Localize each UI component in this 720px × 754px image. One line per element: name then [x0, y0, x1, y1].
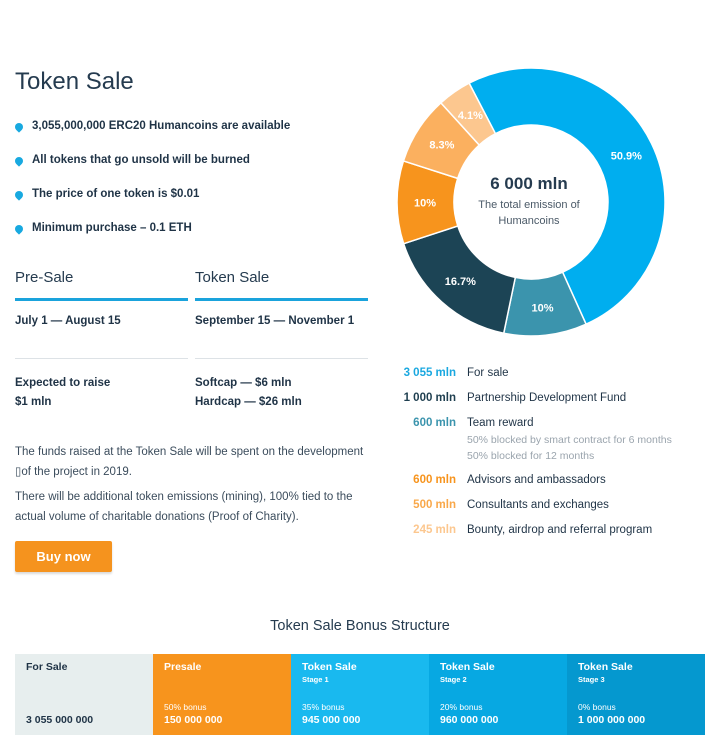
- legend-label: Team reward: [467, 417, 534, 429]
- bonus-cell-amount: 1 000 000 000: [578, 714, 646, 726]
- legend-item: 245 mln Bounty, airdrop and referral prog…: [396, 522, 716, 547]
- chart-center-value: 6 000 mln: [490, 174, 568, 193]
- bonus-structure-title: Token Sale Bonus Structure: [270, 618, 450, 634]
- bonus-cell: Token Sale Stage 3 0% bonus 1 000 000 000: [567, 654, 705, 735]
- chart-center-caption: The total emission of Humancoins: [478, 199, 580, 227]
- bonus-cell-percent: 20% bonus: [440, 702, 483, 712]
- emission-paragraph: There will be additional token emissions…: [15, 491, 353, 523]
- legend-value: 600 mln: [413, 474, 456, 486]
- buy-now-button[interactable]: Buy now: [15, 541, 112, 572]
- divider: [15, 358, 188, 359]
- legend-item: 600 mln Advisors and ambassadors: [396, 472, 716, 497]
- presale-raise: Expected to raise $1 mln: [15, 377, 111, 408]
- bonus-cell-amount: 150 000 000: [164, 714, 223, 726]
- legend-label: Advisors and ambassadors: [467, 474, 606, 486]
- slice-label: 10%: [414, 197, 436, 209]
- legend-note: 50% blocked by smart contract for 6 mont…: [467, 434, 672, 446]
- bonus-cell-amount: 945 000 000: [302, 714, 361, 726]
- chart-legend: 3 055 mln For sale 1 000 mln Partnership De…: [396, 365, 716, 547]
- bonus-cell-percent: 35% bonus: [302, 702, 345, 712]
- presale-dates: July 1 — August 15: [15, 315, 121, 327]
- list-item: 3,055,000,000 ERC20 Humancoins are avail…: [13, 116, 365, 150]
- legend-value: 245 mln: [413, 524, 456, 536]
- legend-item: 3 055 mln For sale: [396, 365, 716, 390]
- bonus-cell-name: Token Sale: [440, 661, 495, 673]
- bonus-cell-amount: 960 000 000: [440, 714, 499, 726]
- page-title: Token Sale: [15, 68, 134, 95]
- legend-label: For sale: [467, 367, 509, 379]
- presale-column: Pre-Sale July 1 — August 15 Expected to …: [15, 269, 188, 412]
- emission-donut-chart: 50.9% 10% 16.7% 10% 8.3% 4.1%: [396, 67, 666, 337]
- slice-label: 4.1%: [458, 110, 483, 122]
- bonus-cell-name: Presale: [164, 661, 202, 673]
- list-item: The price of one token is $0.01: [13, 184, 365, 218]
- donut-hole: [454, 125, 608, 279]
- bonus-cell: Token Sale Stage 2 20% bonus 960 000 000: [429, 654, 567, 735]
- legend-item: 1 000 mln Partnership Development Fund: [396, 390, 716, 415]
- bonus-cell-name: For Sale: [26, 661, 68, 673]
- bullet-icon: [13, 189, 25, 201]
- bullet-icon: [13, 155, 25, 167]
- legend-value: 1 000 mln: [403, 392, 456, 404]
- presale-heading: Pre-Sale: [15, 269, 74, 286]
- slice-label: 10%: [532, 302, 554, 314]
- bonus-cell-stage: Stage 3: [578, 675, 605, 684]
- bonus-cell-percent: 0% bonus: [578, 702, 616, 712]
- legend-value: 600 mln: [413, 417, 456, 429]
- divider: [15, 298, 188, 301]
- bonus-structure-table: For Sale 3 055 000 000 Presale 50% bonus 150…: [15, 654, 705, 735]
- divider: [195, 358, 368, 359]
- legend-label: Consultants and exchanges: [467, 499, 609, 511]
- legend-label: Bounty, airdrop and referral program: [467, 524, 653, 536]
- bonus-cell-stage: Stage 1: [302, 675, 329, 684]
- bullet-icon: [13, 121, 25, 133]
- legend-item: 500 mln Consultants and exchanges: [396, 497, 716, 522]
- list-item: All tokens that go unsold will be burned: [13, 150, 365, 184]
- funds-paragraph: The funds raised at the Token Sale will …: [15, 446, 364, 478]
- tokensale-dates: September 15 — November 1: [195, 315, 355, 327]
- features-list: 3,055,000,000 ERC20 Humancoins are avail…: [13, 116, 365, 252]
- bullet-icon: [13, 223, 25, 235]
- bonus-cell-percent: 50% bonus: [164, 702, 207, 712]
- bonus-cell: Token Sale Stage 1 35% bonus 945 000 000: [291, 654, 429, 735]
- legend-item: 600 mln Team reward 50% blocked by smart c…: [396, 415, 716, 472]
- bonus-cell: Presale 50% bonus 150 000 000: [153, 654, 291, 735]
- legend-value: 3 055 mln: [403, 367, 456, 379]
- bonus-cell-amount: 3 055 000 000: [26, 714, 94, 726]
- slice-label: 8.3%: [429, 140, 454, 152]
- slice-label: 16.7%: [445, 276, 476, 288]
- tokensale-heading: Token Sale: [195, 269, 270, 286]
- bonus-cell: For Sale 3 055 000 000: [15, 654, 153, 735]
- bonus-cell-name: Token Sale: [302, 661, 357, 673]
- tokensale-column: Token Sale September 15 — November 1 Sof…: [195, 269, 368, 412]
- legend-value: 500 mln: [413, 499, 456, 511]
- slice-label: 50.9%: [611, 151, 642, 163]
- divider: [195, 298, 368, 301]
- tokensale-raise: Softcap — $6 mln Hardcap — $26 mln: [195, 377, 302, 408]
- legend-note: 50% blocked for 12 months: [467, 450, 595, 462]
- bonus-cell-stage: Stage 2: [440, 675, 467, 684]
- legend-label: Partnership Development Fund: [467, 392, 627, 404]
- bonus-cell-name: Token Sale: [578, 661, 633, 673]
- list-item: Minimum purchase – 0.1 ETH: [13, 218, 365, 252]
